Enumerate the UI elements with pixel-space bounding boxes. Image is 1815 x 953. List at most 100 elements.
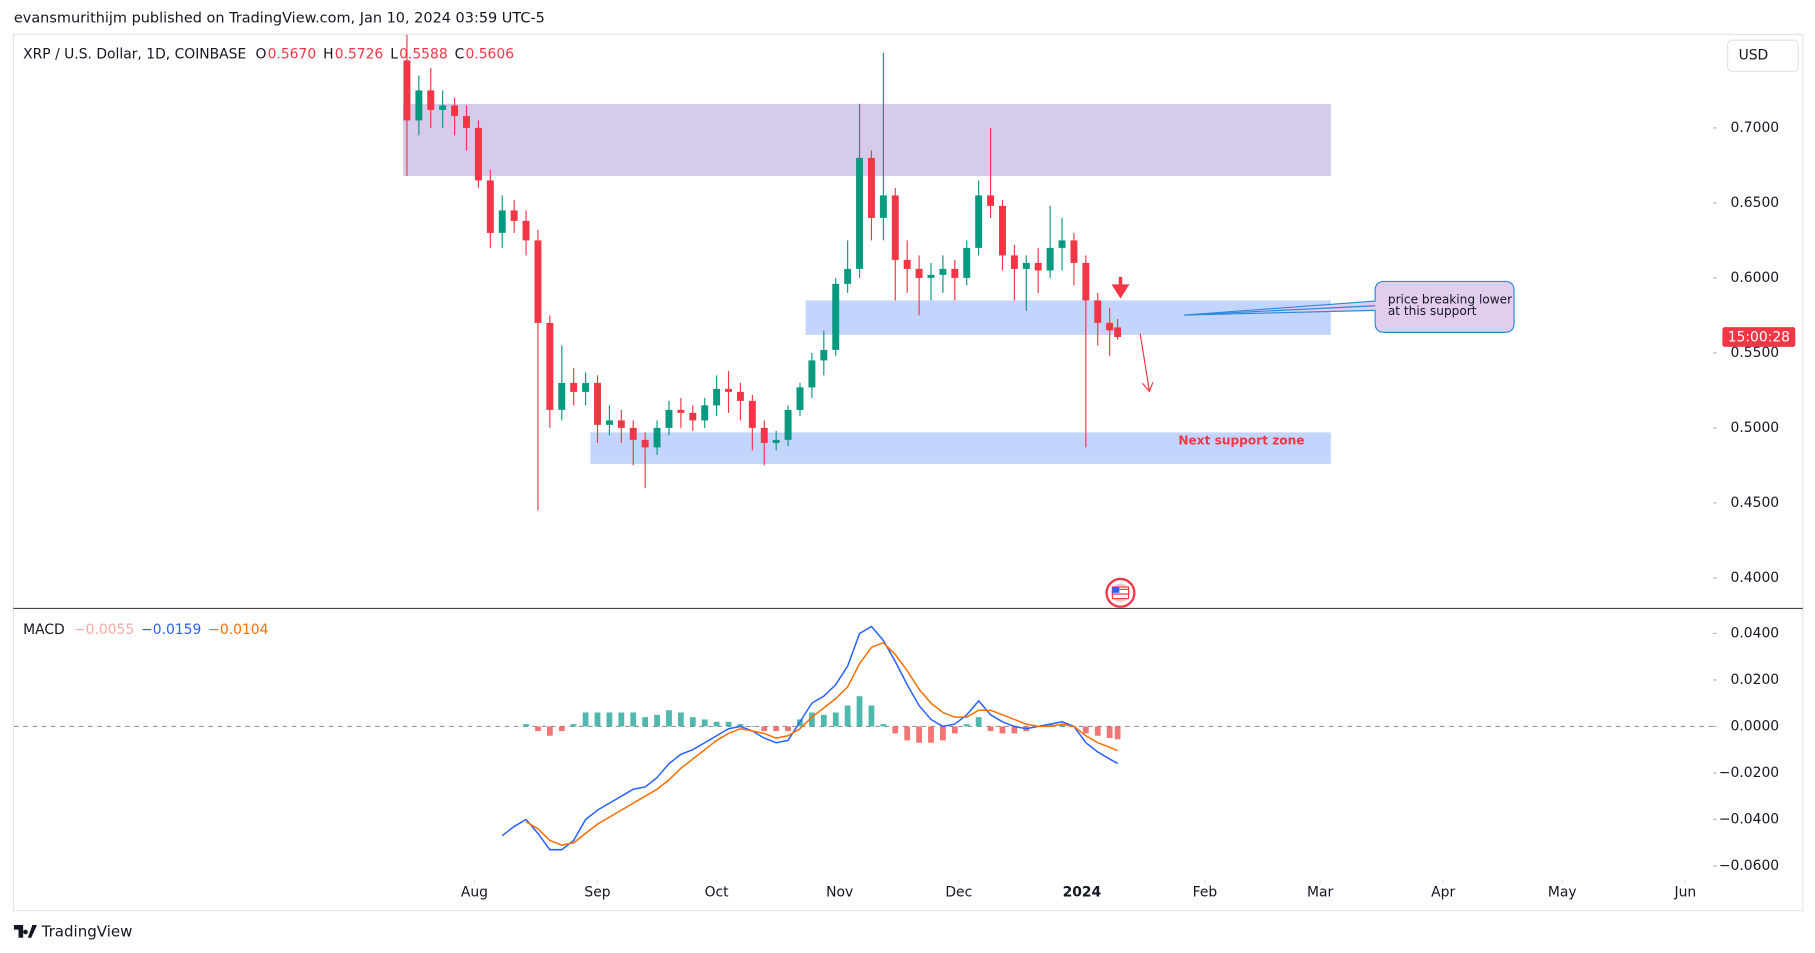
- histogram-bar: [856, 696, 863, 727]
- y-tick-label: 0.5000: [1731, 420, 1780, 436]
- candle-body: [677, 409, 685, 413]
- histogram-bar: [570, 724, 577, 727]
- histogram-bar: [606, 712, 613, 727]
- candle-body: [510, 210, 518, 221]
- candle-body: [903, 259, 911, 269]
- candle-body: [486, 180, 494, 233]
- candle-body: [403, 60, 411, 121]
- histogram-bar: [975, 717, 982, 727]
- x-tick-label: Jun: [1674, 885, 1697, 901]
- candle-body: [915, 268, 923, 278]
- zone: [402, 103, 1331, 176]
- x-tick-label: 2024: [1063, 885, 1102, 901]
- candle-body: [1114, 327, 1122, 337]
- candle-body: [963, 247, 971, 278]
- y-tick-label: 0.5500: [1731, 345, 1780, 361]
- histogram-bar: [677, 712, 684, 727]
- histogram-bar: [916, 726, 922, 743]
- candle-body: [951, 268, 959, 278]
- histogram-bar: [713, 721, 720, 727]
- candle-body: [760, 427, 768, 443]
- histogram-bar: [725, 721, 732, 727]
- candle-body: [617, 420, 625, 428]
- candle-body: [891, 195, 899, 260]
- y-tick-label: 0.7000: [1731, 120, 1780, 136]
- histogram-bar: [963, 724, 970, 727]
- y-tick-label: 0.6000: [1731, 270, 1780, 286]
- brand-name: TradingView: [41, 922, 133, 940]
- histogram-bar: [832, 712, 839, 727]
- y-tick-label: 0.4500: [1731, 495, 1780, 511]
- candle-body: [498, 210, 506, 233]
- currency-button[interactable]: [1727, 39, 1799, 72]
- candle-body: [1046, 247, 1054, 271]
- candle-body: [998, 205, 1006, 256]
- histogram-bar: [582, 712, 589, 727]
- callout-text: at this support: [1388, 304, 1477, 318]
- legend-title: MACD: [23, 622, 65, 638]
- histogram-bar: [535, 726, 541, 732]
- y-tick-label: −0.0200: [1719, 765, 1779, 781]
- x-tick-label: Sep: [584, 885, 610, 901]
- event-icon: [1105, 577, 1136, 608]
- histogram-bar: [689, 717, 696, 727]
- y-tick-label: 0.4000: [1731, 570, 1780, 586]
- legend-value: −0.0104: [208, 622, 268, 638]
- histogram-bar: [1106, 726, 1113, 739]
- candle-body: [439, 105, 447, 110]
- trend-arrow: [1139, 333, 1154, 393]
- legend-value: 0.5606: [465, 47, 514, 63]
- x-tick-label: May: [1548, 885, 1577, 901]
- callout-text: price breaking lower: [1388, 292, 1512, 306]
- candle-body: [1034, 262, 1042, 271]
- candle-body: [927, 274, 935, 278]
- histogram-bar: [701, 719, 708, 727]
- candle-body: [1058, 240, 1066, 248]
- macd-line: [525, 641, 1118, 846]
- histogram-bar: [820, 714, 827, 727]
- x-tick-label: Apr: [1431, 885, 1455, 901]
- histogram-bar: [809, 712, 815, 727]
- legend-title: XRP / U.S. Dollar, 1D, COINBASE: [23, 47, 246, 63]
- candle-body: [844, 268, 852, 284]
- histogram-bar: [1011, 726, 1018, 734]
- candle-body: [879, 195, 887, 218]
- candle-body: [546, 322, 554, 410]
- candle-body: [570, 382, 578, 392]
- y-tick-label: 0.0400: [1731, 625, 1780, 641]
- candle-body: [522, 220, 530, 241]
- legend-value: −0.0159: [141, 622, 201, 638]
- candle-body: [867, 157, 875, 218]
- histogram-bar: [737, 724, 744, 727]
- candle-body: [1106, 322, 1114, 331]
- histogram-bar: [1114, 726, 1121, 740]
- candle-body: [808, 360, 816, 388]
- callout-pointer: [1184, 305, 1376, 316]
- candle-body: [1094, 300, 1102, 323]
- legend-value: 0.5726: [335, 47, 384, 63]
- down-arrow: [1111, 276, 1130, 299]
- histogram-bar: [546, 726, 553, 736]
- candle-body: [1022, 262, 1030, 269]
- histogram-bar: [773, 726, 780, 732]
- candle-body: [987, 195, 995, 206]
- macd-line: [501, 625, 1118, 851]
- y-tick-label: 0.6500: [1731, 195, 1780, 211]
- histogram-bar: [594, 712, 601, 727]
- candle-body: [820, 349, 828, 361]
- legend-key: C: [455, 47, 465, 63]
- zone-label: Next support zone: [1178, 434, 1304, 448]
- candle-body: [594, 382, 601, 425]
- histogram-bar: [654, 714, 660, 727]
- candle-body: [832, 283, 840, 350]
- histogram-bar: [666, 710, 672, 727]
- chart-frame: [12, 33, 1804, 912]
- histogram-bar: [1082, 726, 1089, 734]
- candle-body: [701, 405, 709, 421]
- legend-value: 0.5670: [268, 47, 317, 63]
- candle-body: [665, 409, 673, 428]
- currency-label[interactable]: USD: [1739, 48, 1769, 64]
- candle-body: [1010, 255, 1018, 269]
